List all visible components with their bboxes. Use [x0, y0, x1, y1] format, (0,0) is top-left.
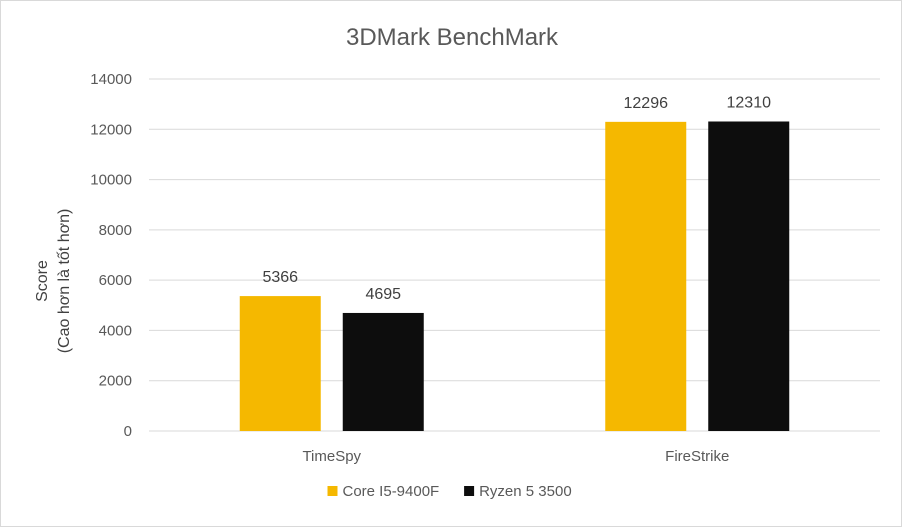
data-labels: 5366 4695 12296 12310 [262, 94, 771, 302]
y-tick-label: 8000 [99, 222, 132, 239]
category-label: FireStrike [665, 448, 729, 465]
category-labels: TimeSpy FireStrike [302, 448, 729, 465]
y-tick-label: 4000 [99, 322, 132, 339]
y-tick-label: 10000 [90, 172, 132, 189]
data-label: 5366 [262, 269, 298, 286]
bar [708, 121, 790, 432]
legend-label: Ryzen 5 3500 [479, 483, 572, 500]
bar [342, 312, 424, 431]
bar [605, 121, 687, 431]
chart-title: 3DMark BenchMark [346, 24, 559, 51]
y-tick-label: 2000 [99, 373, 132, 390]
data-label: 12296 [624, 95, 669, 112]
y-tick-label: 0 [124, 423, 132, 440]
bar [239, 296, 321, 431]
y-tick-label: 14000 [90, 71, 132, 88]
legend-swatch [327, 486, 338, 496]
bars [239, 121, 790, 432]
y-tick-labels: 0 2000 4000 6000 8000 10000 12000 14000 [90, 71, 132, 440]
y-axis-label-line2: (Cao hơn là tốt hơn) [56, 209, 73, 354]
y-tick-label: 12000 [90, 121, 132, 138]
y-axis-label-line1: Score [34, 260, 51, 302]
data-label: 4695 [365, 286, 401, 303]
category-label: TimeSpy [302, 448, 361, 465]
data-label: 12310 [727, 94, 772, 111]
legend-swatch [464, 486, 475, 496]
legend-label: Core I5-9400F [343, 483, 440, 500]
legend: Core I5-9400F Ryzen 5 3500 [327, 483, 572, 500]
y-tick-label: 6000 [99, 272, 132, 289]
